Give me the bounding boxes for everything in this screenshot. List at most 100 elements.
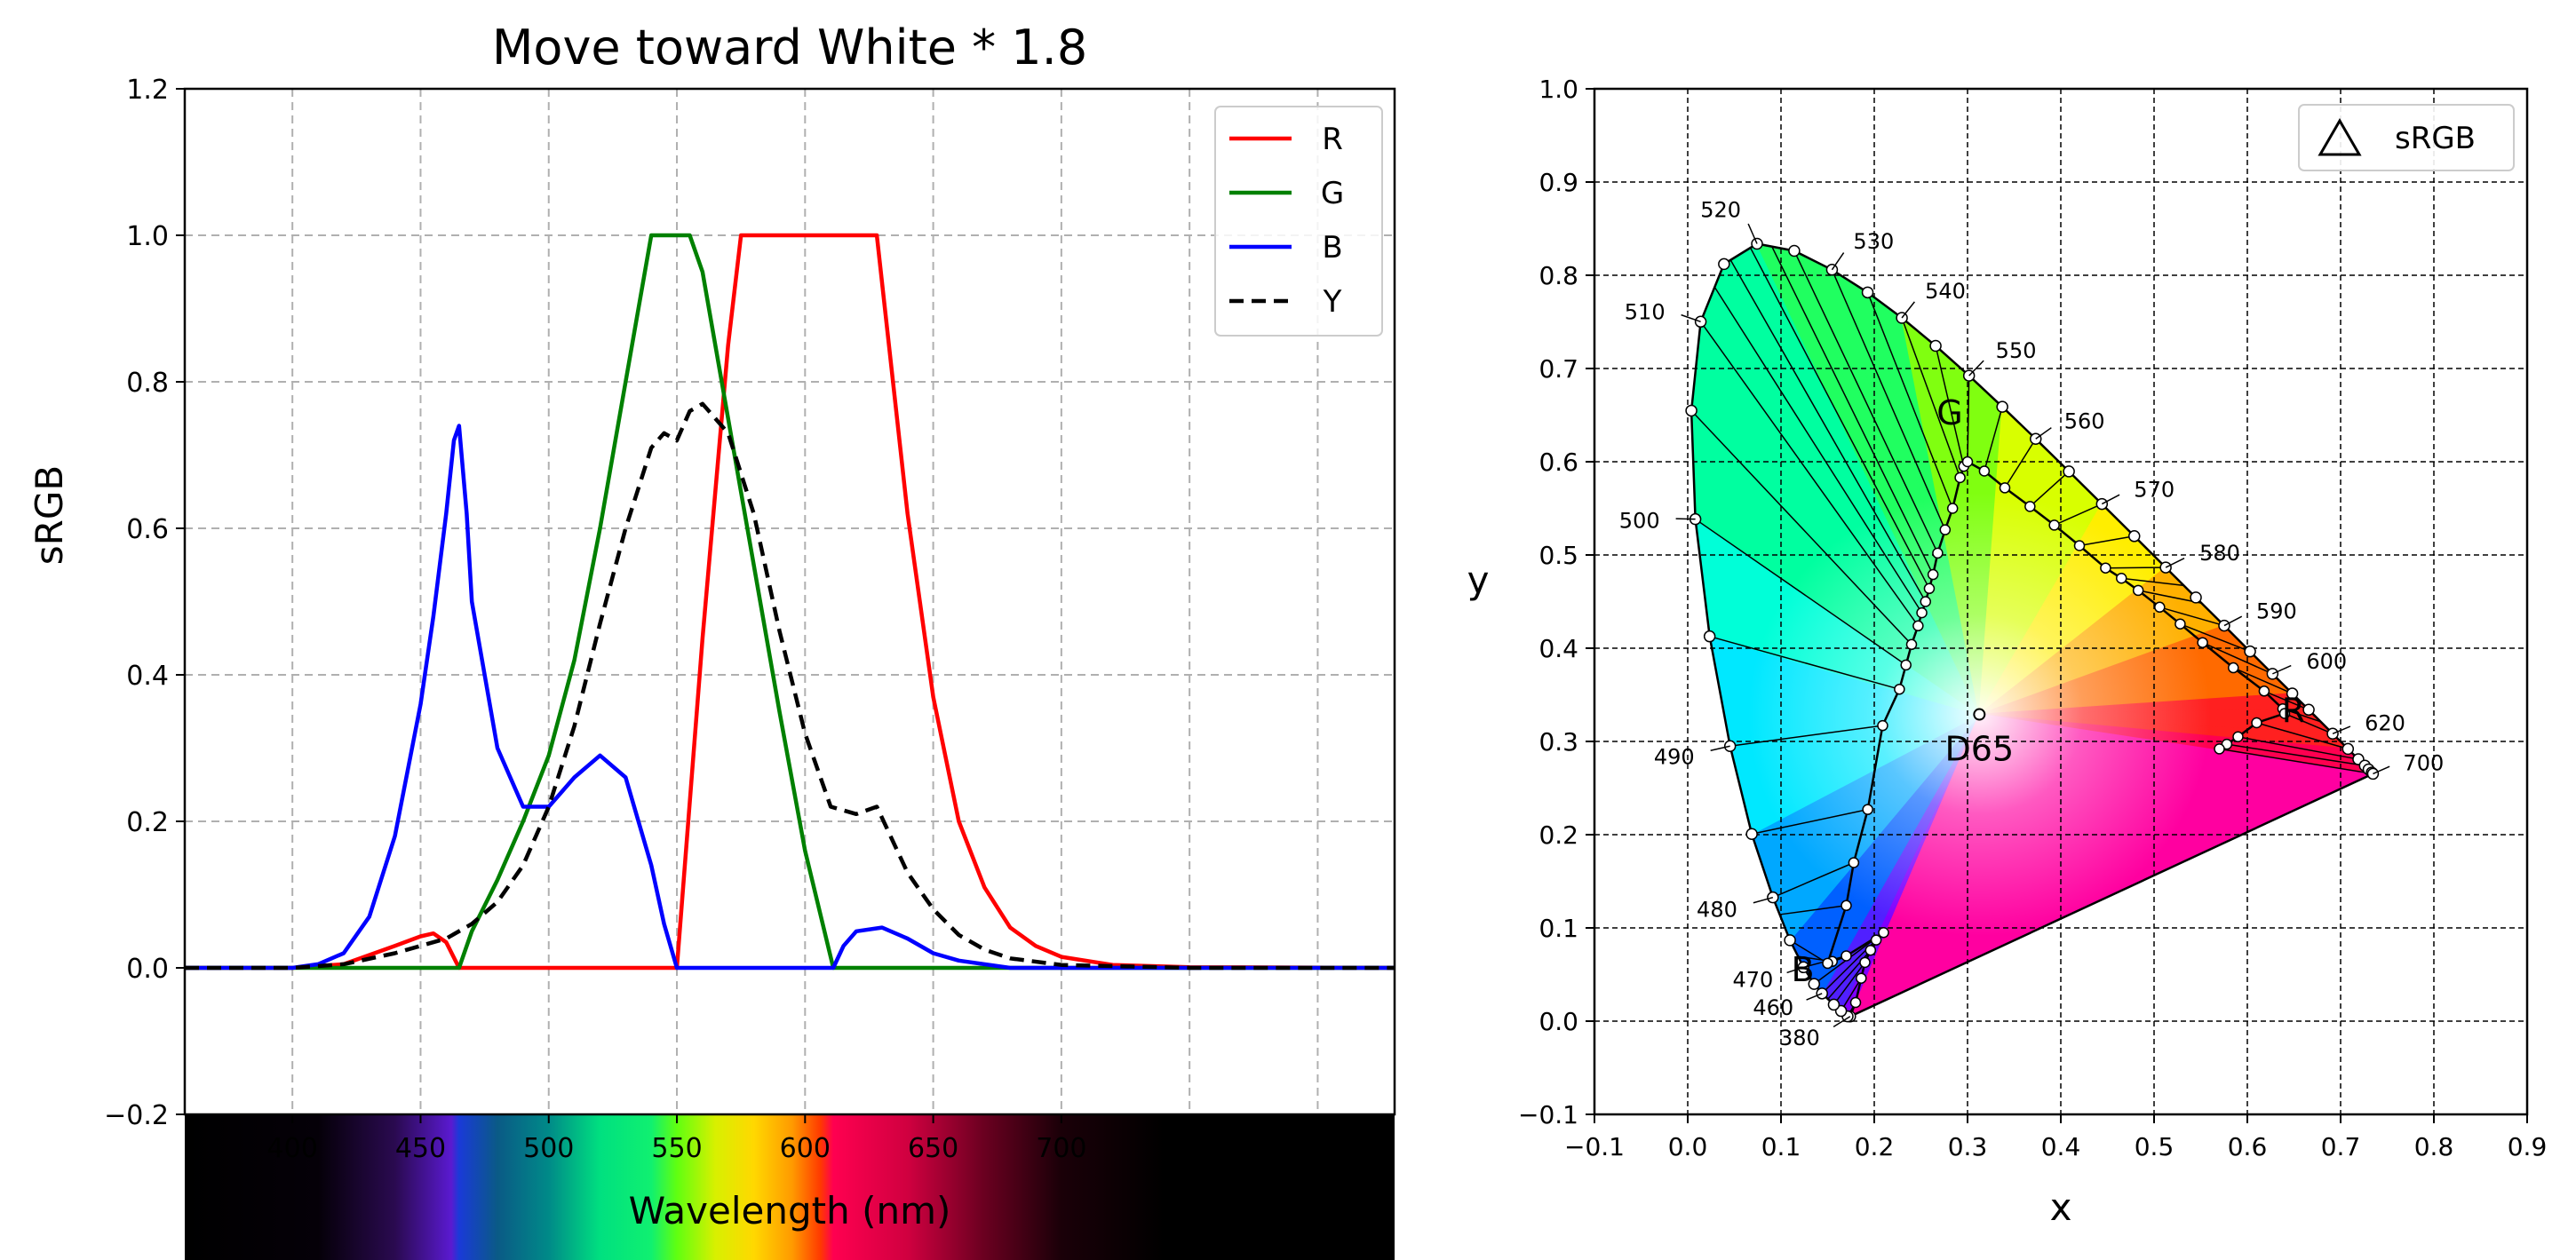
mapped-color-point xyxy=(2100,562,2111,574)
mapping-line xyxy=(1901,317,1961,479)
mapping-line xyxy=(1984,406,2003,472)
mapped-color-point xyxy=(1927,568,1939,581)
wavelength-label: 380 xyxy=(1779,1026,1820,1050)
mapping-line xyxy=(1967,376,1970,463)
mapping-line xyxy=(1709,635,1900,690)
legend-label-y: Y xyxy=(1323,284,1342,320)
wavelength-label-leader xyxy=(2272,664,2292,675)
right-x-tick-label: 0.4 xyxy=(2041,1132,2081,1161)
wavelength-label: 510 xyxy=(1625,299,1666,324)
right-x-tick-label: 0.3 xyxy=(1948,1132,1988,1161)
mapping-line xyxy=(1729,725,1883,747)
mapping-line xyxy=(2256,722,2349,750)
mapped-color-point xyxy=(2116,573,2127,584)
wavelength-label: 580 xyxy=(2199,541,2240,566)
mapped-color-point xyxy=(1920,596,1931,607)
mapping-line xyxy=(1695,519,1907,666)
left-plot-frame xyxy=(183,87,1396,1116)
mapping-line xyxy=(2219,748,2373,775)
mapping-line xyxy=(2029,471,2070,507)
right-y-tick-label: 0.3 xyxy=(1538,727,1578,757)
legend-label-b: B xyxy=(1322,230,1342,265)
mapping-line xyxy=(2159,606,2225,627)
right-y-tick-label: 1.0 xyxy=(1538,75,1578,104)
triangle-icon xyxy=(2318,118,2362,156)
left-y-tick-label: 1.0 xyxy=(126,221,169,252)
mapping-line xyxy=(2004,438,2037,488)
mapped-color-point xyxy=(1859,956,1871,969)
left-x-ticks: 400 450 500 550 600 650 700 750 800 xyxy=(267,1114,1343,1164)
wavelength-label-leader xyxy=(2035,427,2052,440)
series-line-r xyxy=(185,233,1395,971)
mapped-color-point xyxy=(1849,996,1862,1009)
right-x-tick-label: 0.5 xyxy=(2135,1132,2174,1161)
right-y-tick-label: −0.1 xyxy=(1518,1100,1578,1129)
mapping-line xyxy=(1771,246,1934,575)
left-x-tick-label: 650 xyxy=(908,1133,958,1164)
mapped-color-point xyxy=(1878,927,1889,939)
mapped-color-point xyxy=(1939,524,1952,535)
cie-chromaticity-chart: 380 460 470 480 490 500 510 520 530 540 550 560 570 5… xyxy=(1467,75,2548,1229)
mapping-line xyxy=(1866,292,1953,509)
left-y-tick-label: 0.6 xyxy=(126,514,169,545)
right-y-tick-label: 0.4 xyxy=(1538,634,1578,663)
right-y-tick-label: 0.5 xyxy=(1538,541,1578,570)
mapping-line xyxy=(1840,978,1862,1011)
spectral-rgb-chart: Move toward White * 1.8 400 450 500 550 600 6… xyxy=(28,20,1396,1260)
locus-sample-point xyxy=(1718,258,1730,271)
left-y-tick-label: 0.8 xyxy=(126,368,169,399)
right-y-tick-label: 0.2 xyxy=(1538,820,1578,850)
legend-label-g: G xyxy=(1321,176,1344,211)
mapped-color-point xyxy=(2232,731,2244,742)
wavelength-label: 460 xyxy=(1753,995,1793,1020)
wavelength-label: 520 xyxy=(1700,198,1741,223)
wavelength-label: 470 xyxy=(1732,967,1773,992)
wavelength-label-leader xyxy=(1710,745,1730,751)
mapping-line xyxy=(1749,247,1930,590)
right-y-ticks: −0.1 0.0 0.1 0.2 0.3 0.4 0.5 0.6 0.7 0.8 0.9 1.0 xyxy=(1518,75,1594,1129)
mapping-line xyxy=(2105,567,2167,569)
left-y-tick-label: 0.2 xyxy=(126,807,169,838)
wavelength-label: 560 xyxy=(2064,408,2105,433)
left-x-tick-label: 700 xyxy=(1036,1133,1086,1164)
wavelength-label-leader xyxy=(1968,360,1984,376)
right-x-tick-label: 0.0 xyxy=(1668,1132,1708,1161)
locus-sample-point xyxy=(2063,465,2075,478)
mapped-color-point xyxy=(1999,482,2011,494)
mapped-color-point xyxy=(2024,501,2036,512)
left-legend-box xyxy=(1214,106,1383,337)
white-point-label: D65 xyxy=(1945,730,2015,769)
right-x-axis-label: x xyxy=(2050,1185,2072,1229)
chromaticity-marks: 380 460 470 480 490 500 510 520 530 540 550 560 570 5… xyxy=(1619,198,2444,1050)
legend-label-r: R xyxy=(1322,122,1343,157)
mapped-color-point xyxy=(1822,957,1833,970)
mapped-color-point xyxy=(1862,804,1873,815)
wavelength-label-leader xyxy=(1681,313,1701,322)
locus-sample-point xyxy=(2244,645,2256,658)
right-y-tick-label: 0.1 xyxy=(1538,914,1578,943)
mapped-color-point xyxy=(2073,540,2086,551)
mapping-line xyxy=(1831,269,1946,530)
left-y-tick-label: 1.2 xyxy=(126,75,169,106)
mapped-color-point xyxy=(2278,708,2291,719)
right-x-tick-label: 0.7 xyxy=(2321,1132,2361,1161)
mapped-color-point xyxy=(1946,503,1959,514)
mapped-color-point xyxy=(2132,584,2144,597)
right-y-tick-label: 0.9 xyxy=(1538,168,1578,197)
locus-sample-point xyxy=(2341,742,2355,756)
mapped-color-point xyxy=(1912,620,1924,632)
locus-sample-point xyxy=(1996,400,2008,413)
primary-label-b: B xyxy=(1791,950,1814,989)
wavelength-label: 480 xyxy=(1697,898,1737,923)
wavelength-label-leader xyxy=(2332,725,2351,734)
wavelength-label-leader xyxy=(1806,993,1823,1001)
right-y-tick-label: 0.6 xyxy=(1538,448,1578,477)
wavelength-label: 620 xyxy=(2365,710,2405,735)
spectrum-color-band xyxy=(185,1114,1395,1260)
left-y-tick-label: 0.4 xyxy=(126,661,169,692)
mapped-color-point xyxy=(1841,899,1852,912)
locus-sample-point xyxy=(1745,828,1758,841)
mapping-line xyxy=(2284,712,2334,734)
right-x-ticks: −0.1 0.0 0.1 0.2 0.3 0.4 0.5 0.6 0.7 0.8 0.9 xyxy=(1564,1114,2547,1161)
mapping-line xyxy=(1699,321,1919,627)
